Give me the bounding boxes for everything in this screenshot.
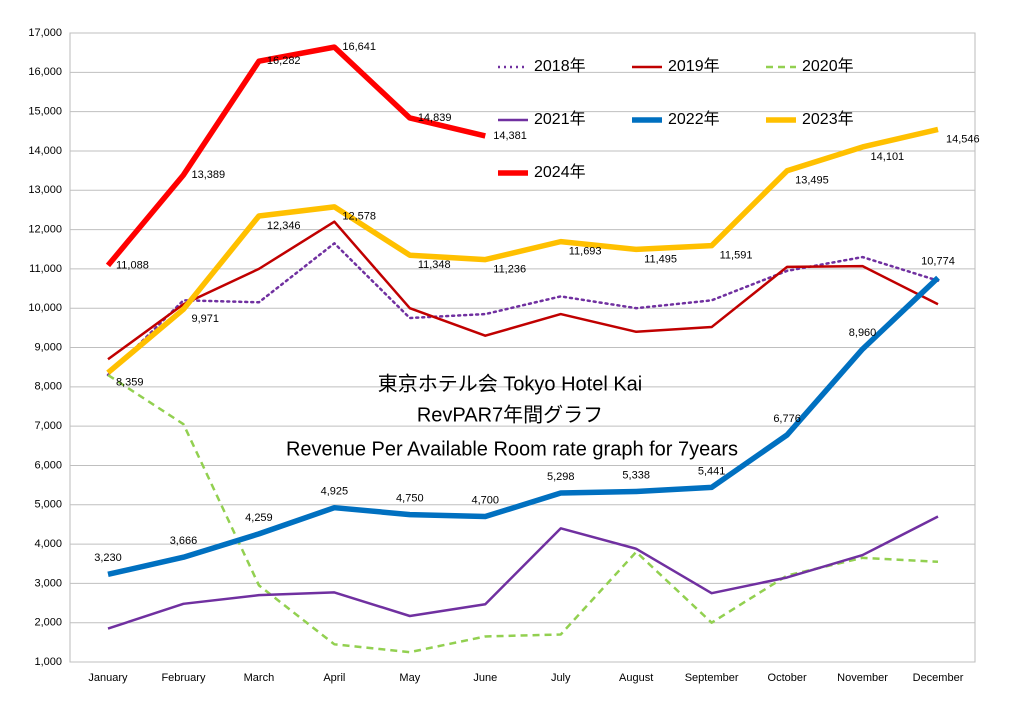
y-tick-label: 15,000 bbox=[28, 106, 62, 118]
series-line bbox=[107, 275, 940, 578]
x-tick-label: June bbox=[473, 672, 497, 684]
y-tick-label: 16,000 bbox=[28, 66, 62, 78]
x-tick-label: February bbox=[161, 672, 206, 684]
series-line bbox=[107, 515, 939, 630]
data-label: 10,774 bbox=[921, 256, 955, 268]
y-tick-label: 7,000 bbox=[34, 420, 62, 432]
data-label: 16,282 bbox=[267, 55, 301, 67]
y-tick-label: 3,000 bbox=[34, 577, 62, 589]
y-tick-label: 11,000 bbox=[29, 263, 62, 275]
data-label: 3,666 bbox=[170, 535, 198, 547]
x-tick-label: April bbox=[323, 672, 345, 684]
x-tick-label: January bbox=[88, 672, 128, 684]
data-label: 13,495 bbox=[795, 175, 829, 187]
y-tick-label: 10,000 bbox=[28, 302, 62, 314]
data-label: 14,839 bbox=[418, 112, 452, 124]
y-tick-label: 17,000 bbox=[28, 27, 62, 39]
data-label: 5,441 bbox=[698, 465, 726, 477]
data-label: 4,750 bbox=[396, 492, 424, 504]
legend-label: 2020年 bbox=[802, 57, 854, 75]
x-tick-label: November bbox=[837, 672, 888, 684]
y-tick-label: 6,000 bbox=[34, 459, 62, 471]
y-tick-label: 14,000 bbox=[28, 145, 62, 157]
series-line bbox=[107, 220, 939, 361]
data-label: 3,230 bbox=[94, 552, 122, 564]
legend-label: 2024年 bbox=[534, 163, 586, 181]
y-tick-label: 8,000 bbox=[34, 381, 62, 393]
data-label: 14,101 bbox=[871, 151, 905, 163]
data-label: 11,591 bbox=[720, 250, 753, 262]
legend-label: 2019年 bbox=[668, 57, 720, 75]
series-line bbox=[106, 126, 939, 375]
data-label: 4,925 bbox=[321, 486, 349, 498]
legend-label: 2023年 bbox=[802, 110, 854, 128]
data-label: 14,381 bbox=[493, 130, 527, 142]
data-label: 8,960 bbox=[849, 327, 877, 339]
data-label: 14,546 bbox=[946, 133, 980, 145]
y-tick-label: 13,000 bbox=[28, 184, 62, 196]
y-tick-label: 9,000 bbox=[34, 341, 62, 353]
data-label: 13,389 bbox=[191, 169, 225, 181]
data-label: 11,088 bbox=[116, 259, 149, 271]
y-tick-label: 2,000 bbox=[34, 617, 62, 629]
chart-description: Revenue Per Available Room rate graph fo… bbox=[286, 438, 738, 460]
x-tick-label: May bbox=[399, 672, 420, 684]
x-tick-label: March bbox=[244, 672, 275, 684]
data-label: 5,298 bbox=[547, 471, 575, 483]
legend-label: 2018年 bbox=[534, 57, 586, 75]
data-label: 11,693 bbox=[569, 246, 602, 258]
lines bbox=[105, 44, 940, 654]
data-label: 12,578 bbox=[342, 211, 376, 223]
data-label: 8,359 bbox=[116, 377, 144, 389]
data-label: 6,776 bbox=[773, 413, 801, 425]
series-line bbox=[106, 242, 940, 377]
data-label: 4,259 bbox=[245, 512, 273, 524]
data-label: 5,338 bbox=[622, 469, 650, 481]
y-tick-label: 1,000 bbox=[34, 656, 62, 668]
data-label: 4,700 bbox=[472, 494, 500, 506]
data-label: 12,346 bbox=[267, 220, 301, 232]
legend-label: 2021年 bbox=[534, 110, 586, 128]
chart-title: 東京ホテル会 Tokyo Hotel Kai bbox=[378, 372, 643, 395]
x-tick-label: July bbox=[551, 672, 571, 684]
series-line bbox=[107, 373, 939, 654]
data-label: 11,495 bbox=[644, 253, 677, 265]
y-tick-label: 12,000 bbox=[28, 223, 62, 235]
x-tick-label: October bbox=[768, 672, 807, 684]
data-label: 11,236 bbox=[493, 264, 526, 276]
data-label: 16,641 bbox=[342, 41, 376, 53]
x-tick-label: August bbox=[619, 672, 653, 684]
series-line bbox=[105, 44, 486, 268]
y-tick-label: 5,000 bbox=[34, 499, 62, 511]
x-tick-label: December bbox=[913, 672, 964, 684]
x-tick-label: September bbox=[685, 672, 739, 684]
legend-label: 2022年 bbox=[668, 110, 720, 128]
legend: 2018年 2019年 2020年 2021年 2022年 2023年 2024年 bbox=[498, 57, 854, 181]
data-label: 9,971 bbox=[191, 313, 219, 325]
chart-subtitle: RevPAR7年間グラフ bbox=[417, 403, 603, 426]
labels: 3,230 3,666 4,259 4,925 4,750 4,700 5,298 5,338… bbox=[94, 41, 979, 564]
y-tick-label: 4,000 bbox=[34, 538, 62, 550]
data-label: 11,348 bbox=[418, 259, 451, 271]
